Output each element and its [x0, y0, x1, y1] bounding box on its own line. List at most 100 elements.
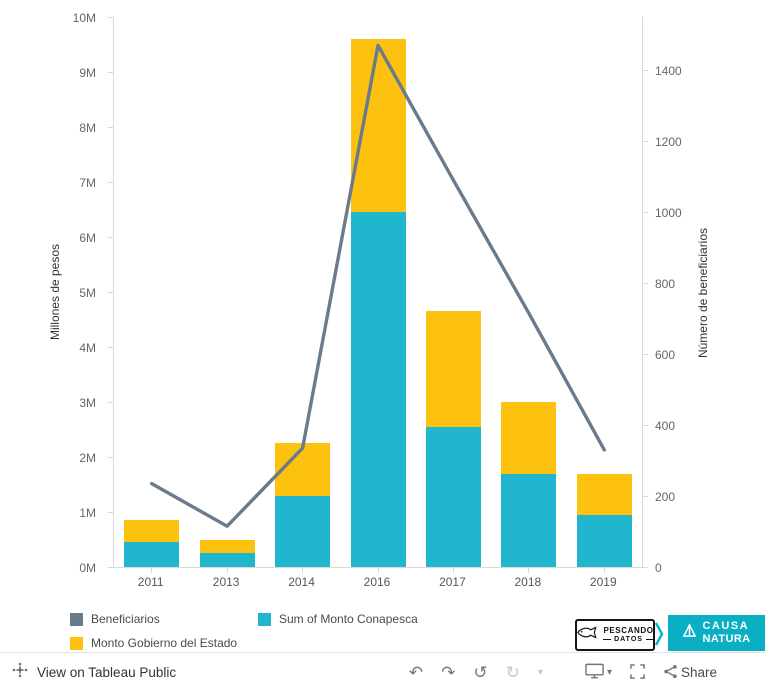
bar-sum-of-monto-conapesca[interactable] [501, 473, 557, 567]
left-axis-tick-label: 6M [79, 231, 96, 245]
x-axis-tick-label: 2011 [137, 575, 164, 589]
bar-sum-of-monto-conapesca[interactable] [124, 542, 180, 567]
undo-icon: ↶ [408, 663, 424, 682]
legend-label: Beneficiarios [91, 612, 160, 626]
monitor-icon [585, 663, 604, 682]
share-label: Share [680, 664, 717, 680]
axis-tick-mark [643, 141, 648, 143]
rule-left [603, 638, 612, 640]
toolbar-left: View on Tableau Public [12, 662, 176, 683]
pescando-datos-logo: PESCANDO DATOS [575, 619, 655, 651]
axis-tick-mark [643, 354, 648, 356]
right-axis-tick-label: 1200 [655, 135, 682, 150]
bar-sum-of-monto-conapesca[interactable] [199, 553, 255, 567]
left-axis-tick-label: 1M [79, 506, 96, 520]
undo-button[interactable]: ↶ [409, 664, 423, 681]
caret-down-icon: ▾ [537, 666, 543, 678]
causa-natura-mark-icon [682, 623, 697, 643]
legend-item-monto-conapesca[interactable]: Sum of Monto Conapesca [258, 612, 418, 626]
refresh-button[interactable]: ↻ [506, 664, 520, 681]
rule-right [645, 638, 654, 640]
left-axis-tick-label: 4M [79, 341, 96, 355]
left-axis-tick-label: 3M [79, 396, 96, 410]
left-axis-tick-label: 5M [79, 286, 96, 300]
beneficiarios-line[interactable] [150, 43, 606, 528]
legend-label: Sum of Monto Conapesca [279, 612, 418, 626]
bar-sum-of-monto-conapesca[interactable] [425, 426, 481, 567]
share-button[interactable]: Share [663, 664, 717, 682]
axis-tick-mark [643, 70, 648, 72]
causa-natura-wordmark: CAUSA NATURA [702, 620, 751, 645]
bar-monto-gobierno-del-estado[interactable] [350, 39, 406, 213]
redo-button[interactable]: ↷ [441, 664, 455, 681]
axis-tick-mark [108, 457, 113, 458]
right-axis-tick-label: 400 [655, 419, 676, 434]
pescando-datos-wordmark: PESCANDO DATOS [603, 625, 654, 643]
revert-icon: ↺ [473, 663, 488, 682]
bar-monto-gobierno-del-estado[interactable] [501, 402, 557, 474]
revert-button[interactable]: ↺ [473, 664, 487, 681]
left-axis-tick-label: 0M [79, 561, 96, 575]
share-icon [663, 664, 678, 682]
axis-tick-mark [302, 568, 304, 573]
left-axis-tick-label: 10M [72, 11, 96, 25]
x-axis-tick-label: 2013 [212, 575, 240, 589]
legend-swatch-beneficiarios [70, 612, 83, 626]
redo-icon: ↷ [441, 663, 456, 682]
download-button[interactable]: ▾ [585, 663, 612, 682]
axis-tick-mark [108, 127, 113, 128]
bar-monto-gobierno-del-estado[interactable] [576, 473, 632, 515]
x-axis-labels: 2011 2013 2014 2016 2017 2018 2019 [113, 575, 643, 591]
left-axis-tick-label: 9M [79, 66, 96, 80]
fullscreen-button[interactable] [630, 663, 645, 682]
axis-tick-mark [108, 237, 113, 238]
axis-tick-mark [643, 567, 648, 568]
axis-tick-mark [108, 512, 113, 513]
axis-tick-mark [108, 347, 113, 348]
causa-chevron-icon [654, 621, 664, 652]
axis-tick-mark [528, 568, 530, 573]
legend-item-monto-estado[interactable]: Monto Gobierno del Estado [70, 636, 237, 650]
bar-sum-of-monto-conapesca[interactable] [350, 212, 406, 567]
left-axis-tick-label: 7M [79, 176, 96, 190]
legend-item-beneficiarios[interactable]: Beneficiarios [70, 612, 160, 626]
axis-tick-mark [226, 568, 228, 573]
right-axis-tick-label: 200 [655, 490, 676, 505]
line-layer [150, 43, 606, 528]
pause-menu-button[interactable]: ▾ [537, 666, 543, 678]
view-on-tableau-public-link[interactable]: View on Tableau Public [37, 665, 177, 680]
axis-tick-mark [108, 567, 113, 568]
caret-down-icon: ▾ [606, 666, 612, 678]
axis-tick-mark [108, 72, 113, 73]
axis-tick-mark [643, 496, 648, 498]
right-axis-tick-label: 600 [655, 348, 676, 363]
left-axis-tick-label: 2M [79, 451, 96, 465]
axis-tick-mark [643, 212, 648, 214]
left-axis-ticks: 0M 1M 2M 3M 4M 5M 6M 7M 8M 9M 10M [0, 11, 104, 575]
bar-monto-gobierno-del-estado[interactable] [124, 520, 180, 543]
legend-swatch-monto-conapesca [258, 612, 271, 626]
causa-natura-logo: CAUSA NATURA [668, 615, 765, 651]
right-axis-tick-label: 1400 [655, 64, 682, 79]
axis-tick-mark [151, 568, 153, 573]
fish-icon [576, 626, 598, 644]
x-axis-tick-label: 2014 [288, 575, 315, 589]
axis-tick-mark [603, 568, 605, 573]
bottom-toolbar: View on Tableau Public ↶ ↷ ↺ ↻ ▾ [0, 652, 765, 692]
bar-sum-of-monto-conapesca[interactable] [275, 495, 331, 567]
right-axis-tick-label: 1000 [655, 206, 682, 221]
x-axis-tick-label: 2017 [439, 575, 466, 589]
fullscreen-icon [630, 663, 645, 682]
bar-monto-gobierno-del-estado[interactable] [425, 311, 481, 427]
bar-monto-gobierno-del-estado[interactable] [199, 539, 255, 554]
axis-tick-mark [108, 292, 113, 293]
bars-layer [114, 17, 642, 567]
bar-sum-of-monto-conapesca[interactable] [576, 514, 632, 567]
axis-tick-mark [108, 402, 113, 403]
axis-tick-mark [377, 568, 379, 573]
x-axis-tick-label: 2019 [589, 575, 617, 589]
axis-tick-mark [643, 283, 648, 285]
x-axis-tick-label: 2018 [514, 575, 542, 589]
axis-tick-mark [108, 182, 113, 183]
